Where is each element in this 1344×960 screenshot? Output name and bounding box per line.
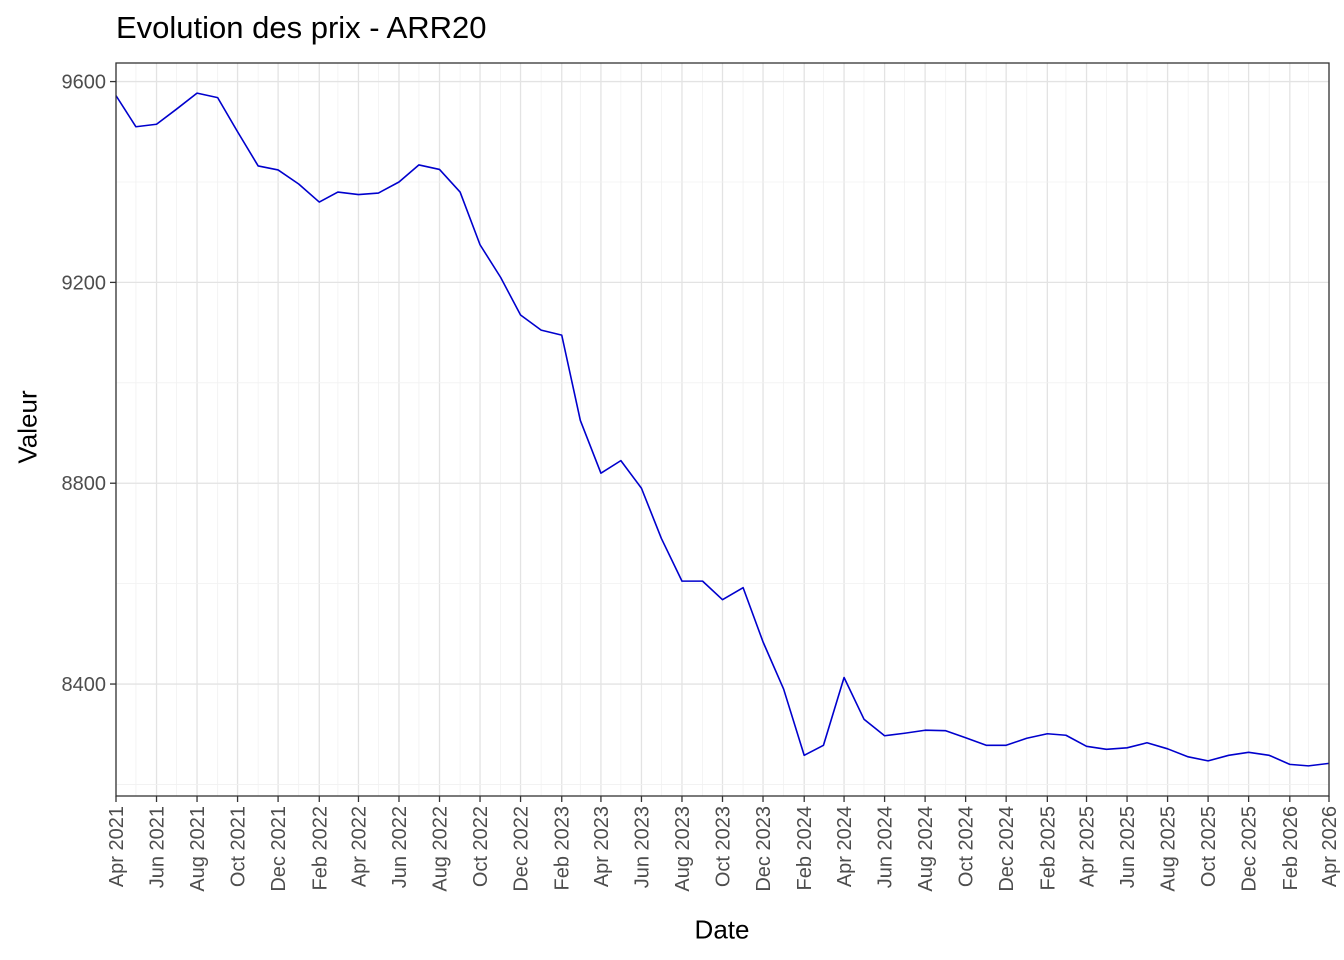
axis-ticks: 8400 8800 9200 9600 Apr 2021 Jun 2021 Aug 2021…	[62, 72, 1342, 892]
x-tick-label: Oct 2024	[956, 806, 978, 887]
x-tick-label: Oct 2021	[228, 806, 250, 887]
x-tick-label: Feb 2022	[309, 806, 331, 891]
x-tick-label: Aug 2023	[672, 806, 694, 892]
y-tick-label: 8800	[62, 473, 107, 495]
x-tick-label: Apr 2022	[348, 806, 370, 887]
chart-title: Evolution des prix - ARR20	[116, 10, 487, 45]
x-tick-label: Feb 2023	[552, 806, 574, 891]
grid-lines	[115, 63, 1330, 796]
x-tick-label: Dec 2021	[268, 806, 290, 892]
x-tick-label: Apr 2026	[1319, 806, 1341, 887]
x-tick-label: Aug 2021	[187, 806, 209, 892]
x-tick-label: Dec 2024	[996, 806, 1018, 892]
x-tick-label: Feb 2026	[1280, 806, 1302, 891]
x-tick-label: Dec 2023	[753, 806, 775, 892]
y-tick-label: 9200	[62, 272, 107, 294]
x-tick-label: Jun 2024	[875, 806, 897, 888]
x-tick-label: Jun 2021	[147, 806, 169, 888]
x-axis-label: Date	[694, 914, 750, 945]
x-tick-label: Apr 2024	[834, 806, 856, 887]
x-tick-label: Oct 2023	[713, 806, 735, 887]
x-tick-label: Feb 2024	[794, 806, 816, 891]
y-tick-label: 9600	[62, 72, 107, 94]
x-tick-label: Aug 2022	[430, 806, 452, 892]
x-tick-label: Apr 2025	[1077, 806, 1099, 887]
series-line	[115, 92, 1330, 767]
x-tick-label: Dec 2022	[511, 806, 533, 892]
x-tick-label: Jun 2025	[1117, 806, 1139, 888]
x-tick-label: Dec 2025	[1239, 806, 1261, 892]
x-tick-label: Oct 2022	[470, 806, 492, 887]
x-tick-label: Jun 2022	[389, 806, 411, 888]
x-tick-label: Aug 2025	[1158, 806, 1180, 892]
x-tick-label: Apr 2023	[591, 806, 613, 887]
x-tick-label: Jun 2023	[631, 806, 653, 888]
x-tick-label: Feb 2025	[1037, 806, 1059, 891]
y-tick-label: 8400	[62, 674, 107, 696]
y-axis-label: Valeur	[12, 390, 43, 464]
series-layer	[115, 92, 1330, 767]
x-tick-label: Oct 2025	[1198, 806, 1220, 887]
x-tick-label: Aug 2024	[915, 806, 937, 892]
x-tick-label: Apr 2021	[106, 806, 128, 887]
